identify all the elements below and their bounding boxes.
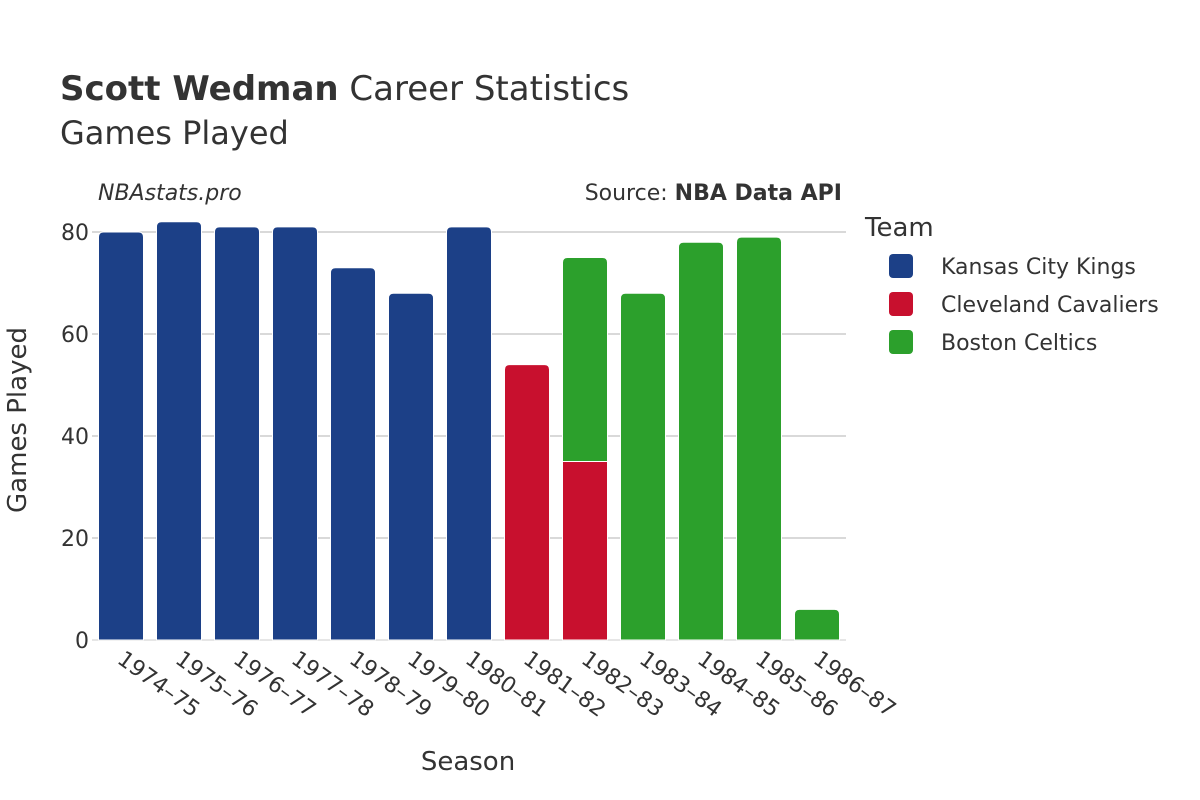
y-axis-ticks: 0 20 40 60 80	[61, 221, 89, 654]
y-tick-label: 60	[61, 323, 89, 348]
chart-title-player: Scott Wedman	[60, 69, 339, 109]
chart-title: Scott Wedman Career Statistics	[60, 69, 629, 109]
bar-1975-76-kansas-city-kings	[156, 221, 202, 641]
y-axis-title: Games Played	[3, 327, 33, 513]
legend-label: Boston Celtics	[941, 331, 1097, 356]
legend-swatch-cleveland-cavaliers	[889, 292, 913, 316]
legend: Kansas City Kings Cleveland Cavaliers Bost…	[889, 254, 1159, 356]
y-tick-label: 40	[61, 425, 89, 450]
x-axis-ticks: 1974–751975–761976–771977–781978–791979–…	[112, 647, 900, 723]
legend-label: Kansas City Kings	[941, 255, 1136, 280]
bar-1982-83-boston-celtics	[562, 257, 608, 462]
source-credit: Source: NBA Data API	[585, 181, 842, 206]
bar-1983-84-boston-celtics	[620, 292, 666, 641]
chart-subtitle: Games Played	[60, 114, 289, 152]
bar-1985-86-boston-celtics	[736, 236, 782, 641]
bar-1977-78-kansas-city-kings	[272, 226, 318, 641]
source-label: Source:	[585, 181, 675, 206]
bar-1986-87-boston-celtics	[794, 608, 840, 641]
bar-1980-81-kansas-city-kings	[446, 226, 492, 641]
legend-swatch-boston-celtics	[889, 330, 913, 354]
bar-1978-79-kansas-city-kings	[330, 267, 376, 641]
x-axis-title: Season	[421, 747, 515, 777]
y-tick-label: 0	[75, 629, 89, 654]
bar-1974-75-kansas-city-kings	[98, 231, 144, 641]
y-tick-label: 80	[61, 221, 89, 246]
site-credit: NBAstats.pro	[98, 181, 242, 206]
y-tick-label: 20	[61, 527, 89, 552]
source-name: NBA Data API	[675, 181, 842, 206]
legend-swatch-kansas-city-kings	[889, 254, 913, 278]
bar-1979-80-kansas-city-kings	[388, 292, 434, 641]
legend-label: Cleveland Cavaliers	[941, 293, 1159, 318]
chart-title-rest: Career Statistics	[339, 69, 630, 109]
bar-1984-85-boston-celtics	[678, 241, 724, 641]
bar-1976-77-kansas-city-kings	[214, 226, 260, 641]
bar-1982-83-cleveland-cavaliers	[562, 461, 608, 641]
bars	[98, 221, 840, 641]
bar-1981-82-cleveland-cavaliers	[504, 364, 550, 641]
legend-title: Team	[864, 213, 934, 243]
